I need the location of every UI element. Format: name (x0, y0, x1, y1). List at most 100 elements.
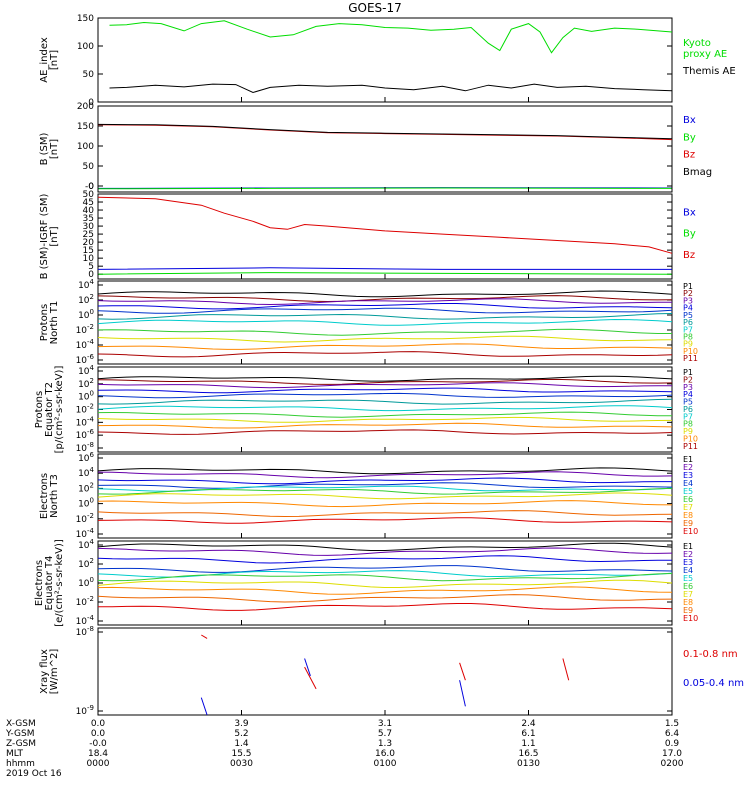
series-segment (562, 658, 570, 681)
panel-frame (97, 540, 673, 626)
series-line-P10 (97, 422, 673, 429)
x-row-label: 2019 Oct 16 (6, 769, 62, 779)
series-line-P3 (97, 382, 672, 389)
x-row-label: hhmm (6, 759, 35, 769)
x-cell: 18.4 (88, 749, 108, 759)
series-line-P2 (97, 378, 673, 385)
y-tick-label: 100 (78, 576, 94, 589)
series-line-E9 (97, 510, 673, 518)
legend-label: E8 (683, 511, 693, 520)
legend-label: E4 (683, 479, 693, 488)
series-segment (459, 680, 466, 707)
y-tick-label: 0 (88, 182, 94, 192)
x-row-label: Y-GSM (5, 729, 34, 739)
legend-label: E10 (683, 527, 698, 536)
legend-label: Themis AE (682, 66, 736, 77)
y-axis-label: ElectronsNorth T3 (39, 473, 60, 519)
y-tick-label: 10 (83, 254, 95, 264)
y-tick-label: 10-2 (76, 323, 94, 336)
legend-label: P1 (683, 282, 693, 291)
y-tick-label: 10-8 (76, 625, 94, 638)
legend-label: Bmag (683, 167, 712, 178)
legend-label: E6 (683, 495, 693, 504)
legend-label: E3 (683, 471, 693, 480)
legend-label: P10 (683, 347, 698, 356)
y-tick-label: 104 (78, 278, 94, 291)
y-axis-label: B (SM)[nT] (39, 132, 60, 165)
legend-label: P11 (683, 442, 698, 451)
legend-label: P1 (683, 368, 693, 377)
series-line-P10 (97, 343, 673, 350)
series-line-Bz (97, 124, 673, 141)
legend-label: P5 (683, 398, 693, 407)
legend-label: E10 (683, 614, 698, 623)
series-line-E4 (97, 482, 673, 489)
legend-label: Bx (683, 207, 696, 218)
y-tick-label: 100 (78, 497, 94, 510)
legend-label: E4 (683, 566, 693, 575)
series-segment (200, 697, 208, 716)
legend-label: Bz (683, 150, 695, 161)
y-tick-label: 10-4 (76, 614, 95, 627)
x-cell: 16.0 (375, 749, 395, 759)
panel-ae: AE_index[nT] 0 50 100 150 Kyoto proxy AE Themis… (39, 14, 736, 108)
series-line-P7 (97, 405, 673, 412)
x-cell: 0100 (374, 759, 397, 769)
y-tick-label: 100 (78, 308, 94, 321)
legend-label: P8 (683, 333, 693, 342)
legend-label: P6 (683, 318, 693, 327)
series-line-P9 (97, 416, 673, 423)
y-tick-label: 102 (78, 377, 94, 390)
legend-label: Bz (683, 250, 695, 261)
series-line-P2 (97, 295, 673, 303)
y-tick-label: 10-4 (76, 415, 95, 428)
y-tick-label: 20 (83, 238, 95, 248)
legend-label: By (683, 229, 696, 240)
y-tick-label: 10-2 (76, 595, 94, 608)
legend-label: E2 (683, 463, 693, 472)
series-line-P11 (97, 351, 673, 358)
y-tick-label: 50 (83, 190, 95, 200)
y-tick-label: 0 (88, 270, 94, 280)
x-cell: 6.4 (665, 729, 680, 739)
panel-bsm: B (SM)[nT] 0 50 100 150 200 -0 Bx By Bz Bmag (39, 102, 712, 193)
series-line-E8 (97, 586, 673, 595)
legend-label: P11 (683, 354, 698, 363)
series-line-E6 (97, 487, 673, 495)
x-row-label: Z-GSM (6, 739, 36, 749)
panel-pe2: ProtonsEquator T2[p/(cm²-s-sr-keV)] 10410… (34, 364, 698, 454)
series-segment (459, 662, 466, 681)
y-tick-label: 10-8 (76, 441, 94, 454)
x-cell: 1.3 (378, 739, 392, 749)
y-tick-label: 102 (78, 481, 94, 494)
series-line-Kyoto-proxy-AE (109, 20, 673, 54)
series-line-P11 (97, 429, 673, 435)
series-segment (304, 666, 317, 690)
panel-frame (97, 453, 673, 539)
panel-xray: Xray flux[W/m^2] 10-8 10-9 0.1-0.8 nm 0.05-0… (39, 625, 744, 717)
x-cell: 16.5 (518, 749, 538, 759)
x-cell: 0.0 (91, 719, 106, 729)
x-cell: 0130 (517, 759, 540, 769)
y-tick-label: 10-6 (76, 428, 95, 441)
series-line-E1 (97, 467, 673, 475)
y-tick-label: 104 (78, 466, 94, 479)
legend-label: P4 (683, 304, 693, 313)
series-line-By (97, 187, 673, 190)
series-line-E1 (97, 542, 673, 551)
panel-pn1: ProtonsNorth T1 104 102 100 10-2 10-4 10-6 P1P2… (39, 278, 698, 366)
y-tick-label: 40 (83, 206, 95, 216)
x-cell: 17.0 (662, 749, 682, 759)
legend-label: P2 (683, 375, 693, 384)
series-line-E4 (97, 565, 673, 573)
y-tick-label: 150 (77, 14, 94, 24)
series-line-E9 (97, 594, 673, 603)
series-line-Bz (97, 196, 673, 254)
legend-label: E1 (683, 455, 693, 464)
y-tick-label: 50 (83, 70, 95, 80)
series-line-P1 (97, 290, 673, 298)
panel-frame (97, 193, 673, 280)
y-tick-label: 10-2 (76, 403, 94, 416)
